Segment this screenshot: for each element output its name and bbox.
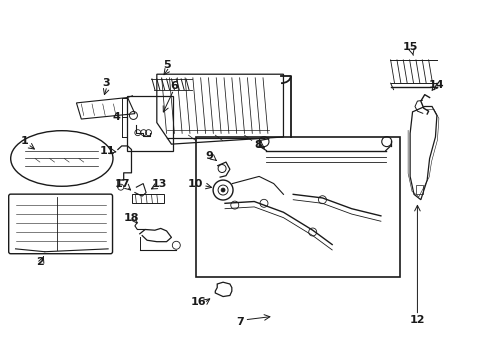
Circle shape (221, 188, 224, 192)
Text: 17: 17 (115, 179, 130, 189)
Bar (126, 96, 173, 151)
Text: 12: 12 (409, 315, 424, 325)
Text: 15: 15 (402, 42, 417, 52)
Text: 6: 6 (170, 81, 178, 91)
Text: 4: 4 (113, 112, 121, 122)
Bar (132, 194, 164, 203)
Text: 18: 18 (123, 213, 139, 222)
Text: 11: 11 (99, 145, 115, 156)
Text: 3: 3 (102, 78, 109, 88)
Text: 13: 13 (151, 179, 166, 189)
Text: 8: 8 (254, 140, 262, 150)
Text: 9: 9 (205, 150, 213, 161)
Bar (195, 137, 400, 277)
Text: 1: 1 (20, 136, 28, 145)
Text: 14: 14 (428, 80, 444, 90)
Bar (415, 185, 423, 194)
Text: 7: 7 (235, 317, 243, 327)
Text: 10: 10 (188, 179, 203, 189)
Text: 2: 2 (36, 257, 44, 267)
Text: 16: 16 (190, 297, 205, 307)
Text: 5: 5 (163, 59, 170, 69)
